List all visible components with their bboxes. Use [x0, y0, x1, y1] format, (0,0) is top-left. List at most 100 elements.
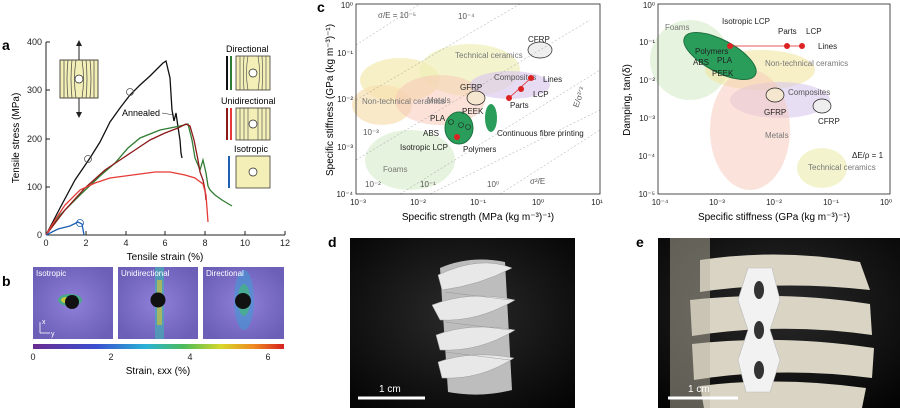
panel-c2-guide: ΔE/ρ = 1: [852, 151, 884, 160]
axis-icon: x y: [39, 319, 55, 338]
colorbar-label: Strain, εxx (%): [126, 366, 190, 377]
panel-c1-guides: [355, 3, 601, 195]
legend-isotropic: Isotropic: [234, 144, 269, 154]
region-label: GFRP: [764, 108, 786, 117]
xtick: 10⁻⁴: [652, 198, 669, 207]
strain-map-directional: Directional: [203, 267, 284, 339]
ytick: 200: [27, 134, 42, 144]
point-label: LCP: [806, 27, 822, 36]
panel-a-ylabel: Tensile stress (MPa): [11, 93, 22, 184]
ytick: 0: [37, 230, 42, 240]
point-lcp: [518, 86, 524, 92]
guide-label: 10⁻¹: [420, 180, 436, 189]
strain-map-label: Unidirectional: [121, 269, 170, 278]
point-label: PLA: [430, 114, 446, 123]
panel-a-axes: [45, 41, 286, 236]
ytick: 10⁻³: [337, 143, 353, 152]
xtick: 12: [280, 238, 290, 248]
ytick: 10⁻²: [639, 76, 655, 85]
ytick: 400: [27, 37, 42, 47]
colorbar-tick: 2: [108, 352, 113, 362]
xtick: 2: [83, 238, 88, 248]
annealed-leader: [161, 112, 175, 116]
guide-label: E/σ³ᐟ²: [571, 85, 587, 108]
panel-c2-region-labels: Foams Polymers Non-technical ceramics Co…: [665, 23, 876, 172]
printed-helix-object: [431, 259, 516, 395]
ytick: 10⁻⁴: [336, 190, 353, 199]
panel-c2-xlabel: Specific stiffness (GPa (kg m⁻³)⁻¹): [698, 212, 850, 223]
panel-c2-regions: [650, 20, 847, 190]
region-label: Polymers: [695, 47, 728, 56]
guide-label: σ/E = 10⁻⁵: [378, 11, 416, 20]
panel-label-b: b: [2, 273, 11, 289]
region-label: Metals: [765, 131, 789, 140]
panel-a-legend: Directional Unidirectional Isotropic: [221, 44, 276, 189]
ytick: 10⁻³: [639, 114, 655, 123]
panel-a-yticks: 0 100 200 300 400: [27, 37, 42, 240]
curve-annealed: [45, 59, 183, 236]
point-label: Lines: [543, 75, 562, 84]
point-label: ABS: [693, 58, 709, 67]
panel-a-curves: [45, 59, 233, 236]
xtick: 0: [43, 238, 48, 248]
point-label: PLA: [717, 56, 733, 65]
guide-label: 10⁻³: [363, 128, 379, 137]
guide-label: 10⁻⁴: [458, 12, 475, 21]
panel-a-xlabel: Tensile strain (%): [127, 252, 204, 263]
ytick: 10⁰: [643, 1, 655, 10]
colorbar-tick: 0: [30, 352, 35, 362]
point-label: Parts: [510, 101, 529, 110]
panel-c1-ylabel: Specific stiffness (GPa (kg m⁻³)⁻¹): [325, 24, 336, 176]
region-label: GFRP: [460, 83, 482, 92]
panel-label-d: d: [328, 234, 337, 250]
guide-label: 10⁰: [487, 180, 499, 189]
xtick: 10⁻²: [410, 198, 426, 207]
colorbar-tick: 4: [187, 352, 192, 362]
xtick: 10⁻²: [766, 198, 782, 207]
panel-c2-ylabel: Damping, tan(δ): [622, 64, 633, 136]
panel-c1-xticks: 10⁻³ 10⁻² 10⁻¹ 10⁰ 10¹: [350, 198, 603, 207]
region-label: Foams: [665, 23, 689, 32]
panel-c2-xticks: 10⁻⁴ 10⁻³ 10⁻² 10⁻¹ 10⁰: [652, 198, 892, 207]
point-label: LCP: [533, 90, 549, 99]
panel-c1-yticks: 10⁰ 10⁻¹ 10⁻² 10⁻³ 10⁻⁴: [336, 1, 353, 199]
point-label: ABS: [423, 129, 439, 138]
strain-map-label: Directional: [206, 269, 244, 278]
photo-e: 1 cm: [658, 238, 900, 408]
point-label: Parts: [778, 27, 797, 36]
xtick: 10⁻³: [709, 198, 725, 207]
panel-c2-axes: [657, 3, 891, 195]
ytick: 10⁻⁴: [638, 152, 655, 161]
region-label: Metals: [427, 96, 451, 105]
panel-c1-guide-labels: σ/E = 10⁻⁵ 10⁻⁴ 10⁻³ 10⁻² 10⁻¹ 10⁰ σ²/E …: [363, 11, 587, 189]
panel-c1-point-labels: Lines LCP Parts PLA PEEK ABS Isotropic L…: [400, 75, 562, 152]
panel-c1-axes: [355, 3, 601, 195]
xtick: 4: [123, 238, 128, 248]
region-label: Technical ceramics: [808, 163, 876, 172]
panel-label-c: c: [317, 0, 325, 15]
strain-map-unidirectional: Unidirectional: [118, 267, 198, 339]
curve-directional: [45, 123, 233, 236]
xtick: 10: [240, 238, 250, 248]
point-label: Isotropic LCP: [722, 17, 770, 26]
printed-spinal-cage: [737, 267, 781, 393]
annotation-annealed: Annealed: [122, 108, 160, 118]
sample-schematic: [59, 40, 99, 118]
legend-directional: Directional: [226, 44, 269, 54]
curve-unidirectional: [45, 123, 207, 236]
ytick: 300: [27, 85, 42, 95]
xtick: 10⁻³: [350, 198, 366, 207]
guide-label: 10⁻²: [365, 180, 381, 189]
ytick: 10⁻⁵: [639, 190, 655, 199]
region-label: Continuous fibre printing: [497, 129, 584, 138]
region-label: Foams: [383, 165, 407, 174]
panel-a-markers: [76, 88, 134, 227]
ytick: 10⁻¹: [639, 38, 655, 47]
xtick: 10⁻¹: [470, 198, 486, 207]
xtick: 8: [202, 238, 207, 248]
panel-c1-xlabel: Specific strength (MPa (kg m⁻³)⁻¹): [402, 212, 554, 223]
xtick: 10⁰: [880, 198, 892, 207]
point-label: PEEK: [462, 107, 484, 116]
